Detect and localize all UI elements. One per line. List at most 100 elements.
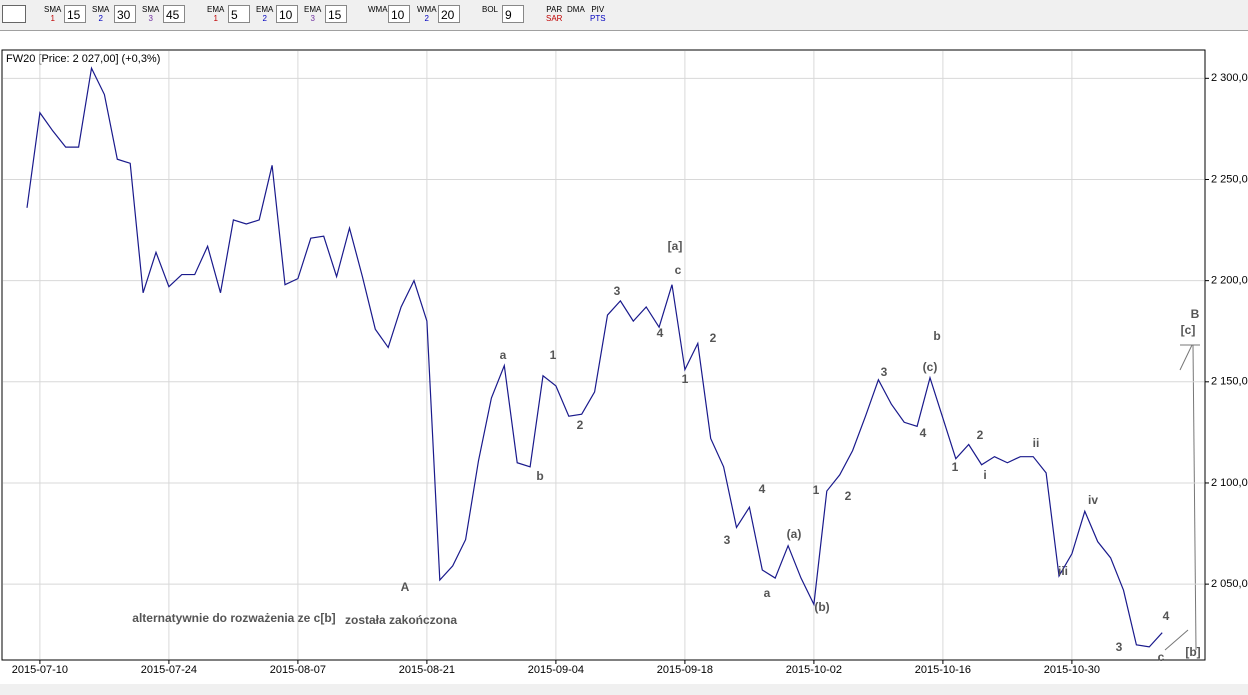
indicator-label: EMA: [256, 5, 274, 14]
wave-label: 1: [682, 372, 689, 386]
indicator-label: SMA: [92, 5, 110, 14]
indicator-sub: 2: [262, 14, 267, 23]
wave-label: 1: [813, 483, 820, 497]
wave-label: (c): [923, 360, 938, 374]
wave-label: iv: [1088, 493, 1098, 507]
wave-label: 1: [550, 348, 557, 362]
indicator-label: WMA: [417, 5, 437, 14]
wave-label: ii: [1033, 436, 1040, 450]
comment: alternatywnie do rozważenia ze c[b]: [132, 611, 335, 625]
indicator-button[interactable]: EMA 1: [207, 5, 224, 23]
indicator-label: WMA: [368, 5, 388, 14]
comment: została zakończona: [345, 613, 457, 627]
x-tick-label: 2015-09-18: [657, 664, 713, 676]
wave-label: 4: [657, 326, 664, 340]
indicator-button[interactable]: BOL: [482, 5, 498, 14]
wave-label: a: [764, 586, 771, 600]
x-tick-label: 2015-08-21: [399, 664, 455, 676]
x-tick-label: 2015-09-04: [528, 664, 584, 676]
indicator-sub: 2: [98, 14, 103, 23]
indicator-label: PAR: [546, 5, 563, 14]
wave-label: 2: [577, 418, 584, 432]
indicator-button[interactable]: PAR SAR: [546, 5, 562, 23]
indicator-button[interactable]: PIV PTS: [590, 5, 606, 23]
indicator-button[interactable]: SMA 2: [92, 5, 109, 23]
indicator-button[interactable]: WMA: [368, 5, 388, 14]
y-tick-label: 2 150,0: [1211, 376, 1248, 388]
x-tick-label: 2015-07-10: [12, 664, 68, 676]
wave-label: b: [536, 469, 543, 483]
wave-label: 3: [614, 284, 621, 298]
indicator-input[interactable]: 5: [228, 5, 250, 23]
indicator-button[interactable]: DMA: [567, 5, 585, 14]
indicator-input[interactable]: 15: [64, 5, 86, 23]
indicator-label: DMA: [567, 5, 585, 14]
wave-label: A: [401, 580, 410, 594]
indicator-label: EMA: [304, 5, 322, 14]
indicator-input[interactable]: 30: [114, 5, 136, 23]
wave-label: (a): [787, 527, 802, 541]
wave-label: (b): [814, 600, 829, 614]
toolbar: SMA 1 15 SMA 2 30 SMA 3 45 EMA 1 5 EMA 2 10 EMA 3 15 WMA 10…: [0, 0, 1248, 31]
chart-icon[interactable]: [2, 5, 26, 23]
indicator-input[interactable]: 15: [325, 5, 347, 23]
indicator-label: SMA: [44, 5, 62, 14]
indicator-input[interactable]: 20: [438, 5, 460, 23]
indicator-sub: 3: [310, 14, 315, 23]
wave-label: b: [933, 329, 940, 343]
wave-label: [b]: [1185, 645, 1200, 659]
wave-label: 2: [977, 428, 984, 442]
indicator-sub: 3: [148, 14, 153, 23]
indicator-label: BOL: [482, 5, 499, 14]
indicator-input[interactable]: 9: [502, 5, 524, 23]
indicator-sub: 1: [213, 14, 218, 23]
x-tick-label: 2015-10-30: [1044, 664, 1100, 676]
chart-title: FW20 [Price: 2 027,00] (+0,3%): [6, 53, 160, 65]
wave-label: [c]: [1181, 323, 1196, 337]
wave-label: 4: [759, 482, 766, 496]
indicator-input[interactable]: 10: [388, 5, 410, 23]
y-tick-label: 2 050,0: [1211, 578, 1248, 590]
wave-label: a: [500, 348, 507, 362]
x-tick-label: 2015-08-07: [270, 664, 326, 676]
indicator-label: PIV: [591, 5, 605, 14]
wave-label: 4: [1163, 609, 1170, 623]
indicator-button[interactable]: SMA 3: [142, 5, 159, 23]
indicator-button[interactable]: EMA 2: [256, 5, 273, 23]
wave-label: 3: [881, 365, 888, 379]
x-tick-label: 2015-10-16: [915, 664, 971, 676]
indicator-label: EMA: [207, 5, 225, 14]
indicator-button[interactable]: WMA 2: [417, 5, 437, 23]
wave-label: 2: [710, 331, 717, 345]
x-tick-label: 2015-07-24: [141, 664, 197, 676]
decor: [1179, 344, 1193, 371]
indicator-button[interactable]: SMA 1: [44, 5, 61, 23]
wave-label: 3: [1116, 640, 1123, 654]
decor: [1164, 629, 1189, 651]
indicator-sub: 1: [50, 14, 55, 23]
status-bar: [0, 684, 1248, 695]
indicator-input[interactable]: 45: [163, 5, 185, 23]
indicator-sub: SAR: [546, 14, 563, 23]
wave-label: [a]: [668, 239, 683, 253]
price-line: [26, 66, 1163, 648]
y-tick-label: 2 300,0: [1211, 72, 1248, 84]
y-tick-label: 2 200,0: [1211, 275, 1248, 287]
indicator-label: SMA: [142, 5, 160, 14]
y-tick-label: 2 100,0: [1211, 477, 1248, 489]
wave-label: 2: [845, 489, 852, 503]
indicator-sub: PTS: [590, 14, 606, 23]
wave-label: 3: [724, 533, 731, 547]
indicator-input[interactable]: 10: [276, 5, 298, 23]
x-tick-label: 2015-10-02: [786, 664, 842, 676]
wave-label: i: [983, 468, 986, 482]
decor: [1192, 344, 1197, 651]
y-tick-label: 2 250,0: [1211, 173, 1248, 185]
indicator-button[interactable]: EMA 3: [304, 5, 321, 23]
wave-label: iii: [1058, 564, 1068, 578]
plot-frame: [1, 49, 1206, 661]
wave-label: c: [1158, 650, 1165, 664]
wave-label: B: [1191, 307, 1200, 321]
